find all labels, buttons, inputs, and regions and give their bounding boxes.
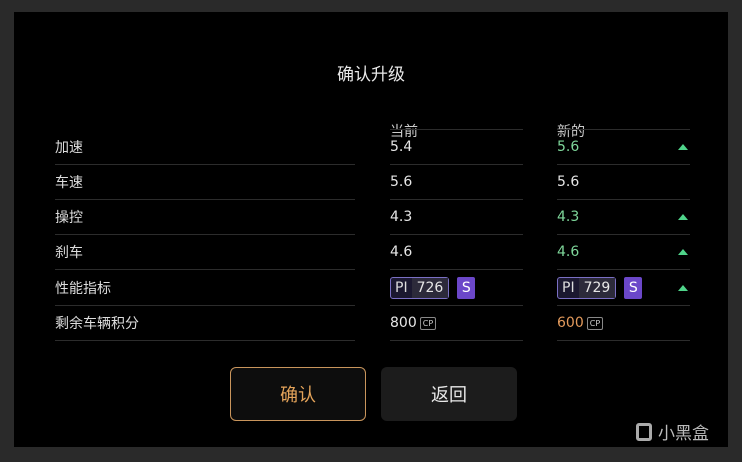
stat-new-acceleration: 5.6 [557, 139, 580, 155]
pi-current: PI 726 S [390, 270, 523, 306]
increase-arrow-icon [678, 249, 688, 255]
back-button[interactable]: 返回 [381, 367, 517, 421]
stat-label-pi: 性能指标 [55, 270, 355, 306]
column-new-header: 新的 [557, 124, 585, 140]
column-current-header: 当前 [390, 124, 418, 140]
pi-badge: PI 726 [390, 276, 450, 299]
pi-badge: PI 729 [557, 276, 617, 299]
confirm-button[interactable]: 确认 [230, 367, 366, 421]
stat-label-braking: 刹车 [55, 235, 355, 270]
cp-unit-icon: CP [586, 316, 604, 330]
cp-new: 600 CP [557, 306, 690, 341]
watermark: 小黑盒 [636, 419, 709, 444]
stat-current-handling: 4.3 [390, 200, 523, 235]
stat-current-acceleration: 5.4 [390, 130, 523, 165]
pi-key: PI [395, 279, 408, 296]
increase-arrow-icon [678, 284, 688, 291]
stat-label-acceleration: 加速 [55, 130, 355, 165]
divider [557, 129, 690, 130]
stat-label-handling: 操控 [55, 200, 355, 235]
stat-label-cp: 剩余车辆积分 [55, 306, 355, 341]
increase-arrow-icon [678, 144, 688, 150]
dialog-title: 确认升级 [337, 65, 405, 85]
watermark-text: 小黑盒 [658, 424, 709, 444]
stat-new-handling: 4.3 [557, 209, 580, 225]
heybox-logo-icon [636, 422, 652, 441]
cp-unit-icon: CP [419, 316, 437, 330]
pi-value: 726 [411, 277, 449, 298]
pi-new: PI 729 S [557, 270, 690, 306]
cp-current: 800 CP [390, 306, 523, 341]
stat-current-braking: 4.6 [390, 235, 523, 270]
stat-label-speed: 车速 [55, 165, 355, 200]
stat-new-speed: 5.6 [557, 174, 580, 190]
increase-arrow-icon [678, 214, 688, 220]
pi-value: 729 [578, 277, 616, 298]
cp-new-value: 600 [557, 315, 584, 331]
stat-current-speed: 5.6 [390, 165, 523, 200]
upgrade-dialog: 确认升级 当前 新的 加速 5.4 5.6 车速 5.6 5.6 操控 4.3 … [14, 12, 728, 447]
class-badge: S [457, 276, 476, 299]
divider [390, 129, 523, 130]
stat-new-braking: 4.6 [557, 244, 580, 260]
class-badge: S [624, 276, 643, 299]
cp-current-value: 800 [390, 315, 417, 331]
pi-key: PI [562, 279, 575, 296]
